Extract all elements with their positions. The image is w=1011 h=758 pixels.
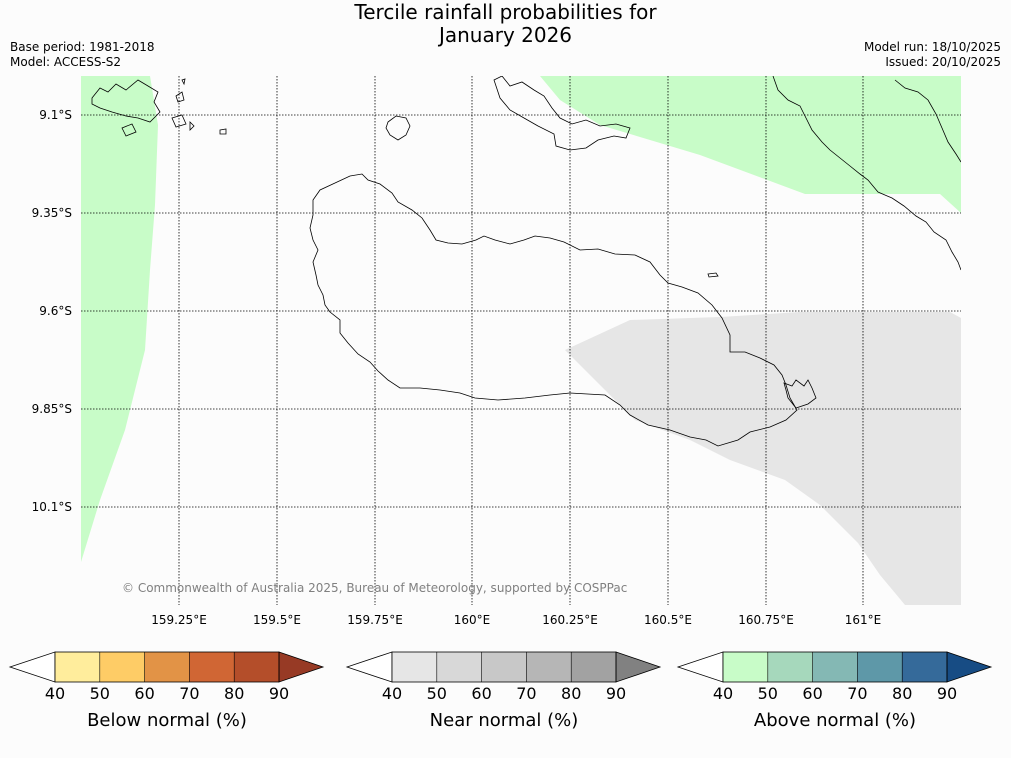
colorbar-near-normal: 40 50 60 70 80 90 Near normal (%): [345, 651, 662, 731]
lat-labels: 9.1°S 9.35°S 9.6°S 9.85°S 10.1°S: [32, 108, 72, 514]
colorbar-segment: [676, 651, 724, 683]
colorbar-segment: [189, 652, 235, 682]
colorbar-tick-label: 90: [269, 684, 289, 703]
colorbar-label: Above normal (%): [754, 710, 916, 731]
colorbar-segment: [571, 652, 616, 682]
guadalcanal-coastline: [309, 173, 798, 447]
colorbar-tick-label: 50: [758, 684, 778, 703]
lat-label: 9.6°S: [39, 304, 72, 318]
colorbar-segment: [946, 651, 993, 683]
near-normal-region-southeast: [565, 312, 961, 605]
model-text: Model: ACCESS-S2: [10, 55, 122, 69]
colorbar-tick-label: 60: [802, 684, 822, 703]
colorbar-tick-label: 80: [224, 684, 244, 703]
lon-label: 159.75°E: [347, 613, 403, 627]
map-area: [81, 76, 961, 605]
colorbar-segment: [8, 651, 56, 683]
colorbar-segment: [526, 652, 572, 682]
florida-islands: [493, 76, 631, 151]
lon-label: 159.25°E: [151, 613, 207, 627]
colorbar-segment: [55, 652, 100, 682]
lat-label: 9.35°S: [32, 206, 72, 220]
above-normal-region-northeast: [540, 76, 961, 213]
colorbar-above-normal: 40 50 60 70 80 90 Above normal (%): [676, 651, 993, 731]
meta-right: Model run: 18/10/2025 Issued: 20/10/2025: [864, 40, 1001, 70]
colorbar-segment: [436, 652, 482, 682]
chart-title-line1: Tercile rainfall probabilities for: [354, 0, 657, 24]
lat-label: 9.1°S: [39, 108, 72, 122]
colorbar-tick-label: 40: [45, 684, 65, 703]
small-island-north: [385, 115, 411, 141]
colorbar-tick-label: 70: [847, 684, 867, 703]
lon-label: 160.5°E: [644, 613, 692, 627]
colorbar-outline: [722, 651, 948, 683]
colorbar-tick-label: 90: [937, 684, 957, 703]
meta-left: Base period: 1981-2018 Model: ACCESS-S2: [10, 40, 155, 70]
colorbar-tick-label: 90: [606, 684, 626, 703]
colorbar-tick-label: 70: [516, 684, 536, 703]
colorbar-tick-label: 80: [892, 684, 912, 703]
lon-label: 161°E: [845, 613, 882, 627]
colorbar-tick-label: 50: [90, 684, 110, 703]
copyright-text: © Commonwealth of Australia 2025, Bureau…: [122, 581, 627, 595]
islet-west-5: [175, 91, 185, 103]
colorbar-segment: [767, 652, 813, 682]
small-islet: [707, 272, 719, 278]
islet-west-4: [219, 128, 227, 135]
colorbar-tick-label: 50: [427, 684, 447, 703]
model-run-text: Model run: 18/10/2025: [863, 40, 1001, 54]
marau-islands: [783, 379, 817, 409]
lon-label: 160°E: [454, 613, 491, 627]
lon-labels: 159.25°E 159.5°E 159.75°E 160°E 160.25°E…: [151, 613, 881, 627]
lat-label: 9.85°S: [32, 402, 72, 416]
russell-islands: [91, 79, 161, 123]
malaita-north: [894, 79, 961, 163]
colorbar-segment: [144, 652, 190, 682]
colorbar-segment: [615, 651, 662, 683]
colorbar-tick-label: 80: [561, 684, 581, 703]
colorbar-tick-label: 70: [179, 684, 199, 703]
colorbar-tick-label: 60: [471, 684, 491, 703]
islet-west-6: [181, 78, 186, 86]
colorbar-segment: [234, 652, 279, 682]
colorbar-segment: [723, 652, 768, 682]
colorbar-segment: [278, 651, 325, 683]
islet-west-1: [121, 123, 137, 137]
colorbar-label: Below normal (%): [87, 710, 247, 731]
chart-title-line2: January 2026: [438, 23, 573, 47]
islet-west-3: [189, 121, 195, 131]
colorbar-segment: [345, 651, 393, 683]
lat-label: 10.1°S: [32, 500, 72, 514]
colorbar-segment: [99, 652, 145, 682]
colorbar-segment: [481, 652, 527, 682]
issued-text: Issued: 20/10/2025: [885, 55, 1001, 69]
islet-west-2: [171, 114, 187, 128]
above-normal-region-west: [81, 76, 158, 562]
colorbar-tick-label: 60: [134, 684, 154, 703]
colorbar-tick-label: 40: [382, 684, 402, 703]
colorbar-label: Near normal (%): [430, 710, 579, 731]
gridlines: [81, 76, 961, 605]
lon-label: 160.25°E: [542, 613, 598, 627]
base-period-text: Base period: 1981-2018: [10, 40, 155, 54]
colorbar-segment: [902, 652, 947, 682]
colorbar-tick-label: 40: [713, 684, 733, 703]
colorbar-outline: [391, 651, 617, 683]
colorbar-outline: [54, 651, 280, 683]
lon-label: 160.75°E: [738, 613, 794, 627]
colorbar-below-normal: 40 50 60 70 80 90 Below normal (%): [8, 651, 325, 731]
colorbar-segment: [812, 652, 858, 682]
colorbar-segment: [392, 652, 437, 682]
coastlines: [91, 76, 961, 447]
lon-label: 159.5°E: [253, 613, 301, 627]
colorbar-segment: [857, 652, 903, 682]
malaita-coastline: [772, 76, 961, 271]
